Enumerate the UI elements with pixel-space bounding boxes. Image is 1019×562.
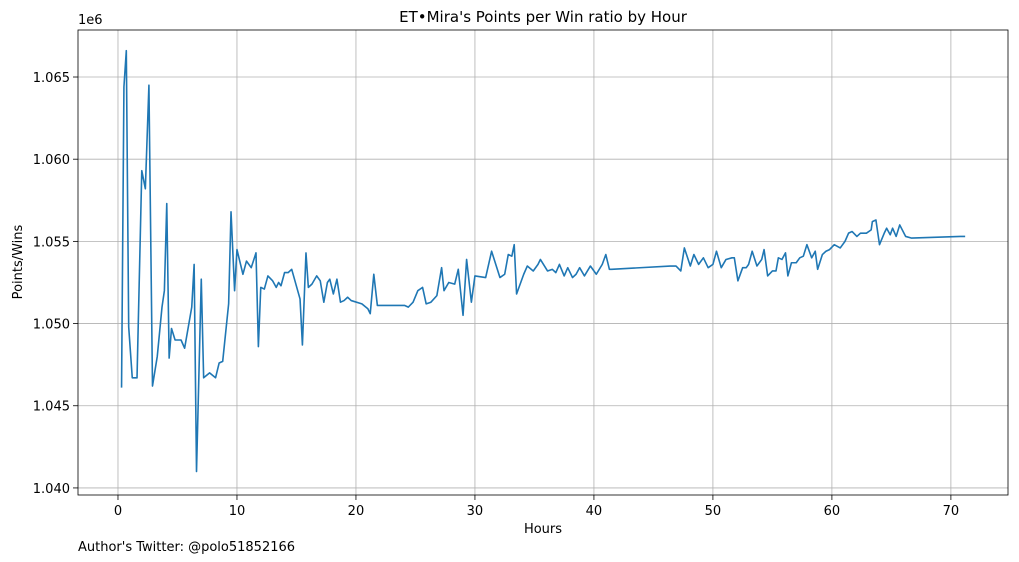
- axes-frame: [77, 29, 1009, 496]
- x-tick-label: 0: [114, 504, 122, 519]
- x-tick-label: 40: [586, 504, 603, 519]
- y-tick-label: 1.050: [33, 318, 70, 333]
- x-tick-label: 70: [943, 504, 960, 519]
- y-tick-label: 1.045: [33, 400, 70, 415]
- y-tick-label: 1.055: [33, 235, 70, 250]
- y-tick-label: 1.060: [33, 153, 70, 168]
- x-tick-label: 60: [824, 504, 841, 519]
- footnote: Author's Twitter: @polo51852166: [78, 540, 295, 555]
- data-line: [120, 49, 966, 473]
- y-axis-label: Points/Wins: [11, 224, 26, 299]
- x-tick-label: 20: [348, 504, 365, 519]
- y-offset-label: 1e6: [78, 13, 103, 28]
- x-tick-label: 50: [705, 504, 722, 519]
- y-tick-label: 1.040: [33, 482, 70, 497]
- x-tick-label: 10: [229, 504, 246, 519]
- x-axis-label: Hours: [524, 522, 562, 537]
- x-tick-label: 30: [467, 504, 484, 519]
- chart-title: ET•Mira's Points per Win ratio by Hour: [399, 8, 688, 26]
- y-tick-label: 1.065: [33, 71, 70, 86]
